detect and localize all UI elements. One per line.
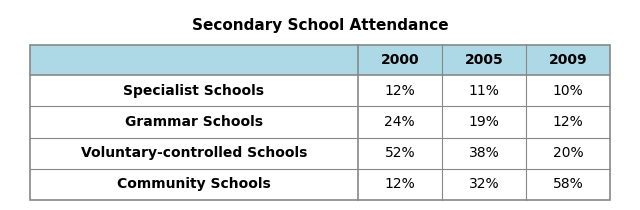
Text: Grammar Schools: Grammar Schools <box>125 115 263 129</box>
Text: 32%: 32% <box>468 177 499 191</box>
Text: 2000: 2000 <box>380 53 419 67</box>
Text: 12%: 12% <box>385 84 415 98</box>
Text: Secondary School Attendance: Secondary School Attendance <box>192 18 448 33</box>
Text: 2005: 2005 <box>465 53 503 67</box>
Text: 10%: 10% <box>552 84 583 98</box>
Text: 58%: 58% <box>552 177 583 191</box>
Text: 12%: 12% <box>552 115 583 129</box>
Text: 20%: 20% <box>552 146 583 160</box>
Text: 12%: 12% <box>385 177 415 191</box>
Text: 24%: 24% <box>385 115 415 129</box>
Text: 11%: 11% <box>468 84 499 98</box>
Text: 2009: 2009 <box>548 53 588 67</box>
Text: Community Schools: Community Schools <box>117 177 271 191</box>
Text: 38%: 38% <box>468 146 499 160</box>
Text: Voluntary-controlled Schools: Voluntary-controlled Schools <box>81 146 307 160</box>
Text: Specialist Schools: Specialist Schools <box>124 84 264 98</box>
Text: 52%: 52% <box>385 146 415 160</box>
Text: 19%: 19% <box>468 115 499 129</box>
